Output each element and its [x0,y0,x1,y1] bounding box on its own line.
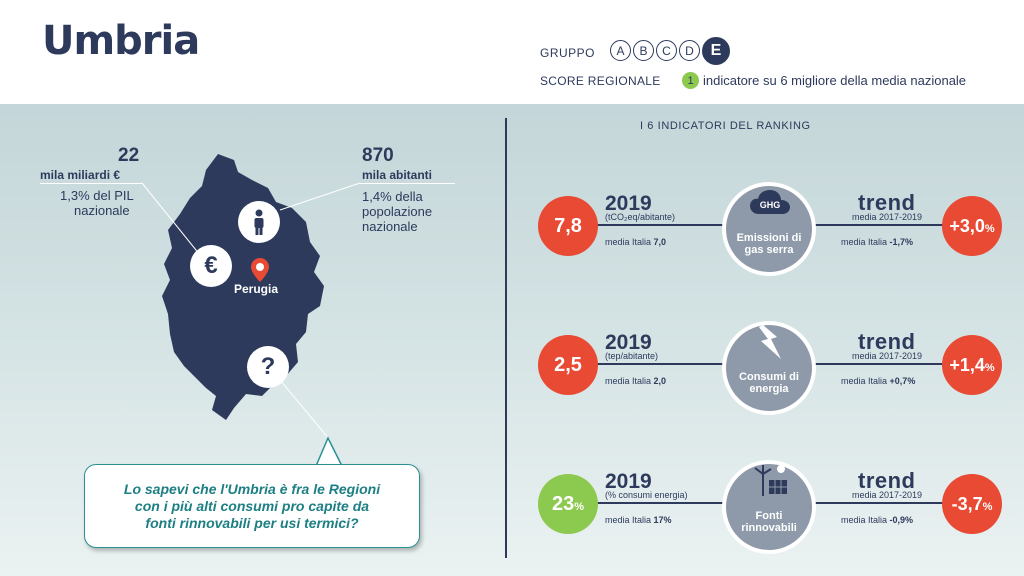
label-line-2: rinnovabili [741,522,797,534]
score-text: indicatore su 6 migliore della media naz… [703,73,967,88]
pil-desc-1: 1,3% del PIL [60,188,134,203]
media-italia: media Italia 2,0 [605,376,666,386]
gruppo-label: GRUPPO [540,46,596,60]
pop-unit: mila abitanti [362,168,433,182]
callout-line-2: con i più alti consumi pro capite da [134,497,370,514]
pop-desc-1: 1,4% della [362,189,423,204]
gruppo-badge-d: D [679,40,700,61]
trend-media-label: media Italia [841,515,888,525]
score-count-badge: 1 [682,72,699,89]
ranking-title: I 6 INDICATORI DEL RANKING [640,120,811,132]
indicator-label: Fonti rinnovabili [728,510,810,534]
value: 23 [551,492,575,515]
year: 2019 [605,192,652,215]
trend-media-label: media Italia [841,376,888,386]
media-label: media Italia [605,237,652,247]
renewables-icon [751,464,789,503]
media-label: media Italia [605,376,652,386]
trend-media: media Italia -1,7% [841,237,913,247]
question-icon: ? [247,346,289,388]
indicator-row-energy: 2,5 2019 (tep/abitante) media Italia 2,0… [0,321,1024,435]
trend-period: media 2017-2019 [852,351,923,361]
trend-circle: +3,0% [942,196,1002,256]
unit: (tCO₂eq/abitante) [605,212,676,222]
year: 2019 [605,470,652,493]
trend-period: media 2017-2019 [852,490,923,500]
trend-media-value: -1,7% [889,237,914,247]
value: 2,5 [554,353,582,376]
callout-line-3: fonti rinnovabili per usi termici? [145,514,359,531]
trend-media: media Italia +0,7% [841,376,915,386]
unit: (% consumi energia) [605,490,688,500]
media-italia: media Italia 17% [605,515,672,525]
pop-desc-2: popolazione [362,204,433,219]
trend-label: trend [858,468,916,493]
indicator-row-renewables: 23% 2019 (% consumi energia) media Itali… [0,460,1024,574]
unit: (tep/abitante) [605,351,659,361]
label-line-1: Consumi di [739,371,799,383]
trend-period: media 2017-2019 [852,212,923,222]
value: 7,8 [554,214,582,237]
page-title: Umbria [42,18,200,64]
value-circle: 23% [538,474,598,534]
value-circle: 2,5 [538,335,598,395]
euro-icon: € [190,245,232,287]
pop-underline [360,183,455,184]
gruppo-badge-a: A [610,40,631,61]
trend-suffix: % [984,362,995,374]
gruppo-badges: A B C D E [610,37,730,65]
score-label: SCORE REGIONALE [540,74,661,88]
media-label: media Italia [605,515,652,525]
pil-value: 22 [118,145,140,166]
connector-lines [0,0,512,576]
gruppo-badge-c: C [656,40,677,61]
indicator-label: Emissioni di gas serra [728,232,810,256]
section-divider [505,118,507,558]
callout-line-1: Lo sapevi che l'Umbria è fra le Regioni [123,480,381,497]
year: 2019 [605,331,652,354]
indicator-row-emissions: 7,8 2019 (tCO₂eq/abitante) media Italia … [0,182,1024,296]
pil-desc-2: nazionale [74,203,130,218]
trend-label: trend [858,190,916,215]
label-line-1: Fonti [755,510,783,522]
trend-media-value: -0,9% [889,515,914,525]
city-label: Perugia [234,282,279,296]
trend-circle: +1,4% [942,335,1002,395]
label-line-1: Emissioni di [736,232,802,244]
trend-label: trend [858,329,916,354]
value-suffix: % [574,501,585,513]
location-pin-icon [251,258,269,287]
gruppo-badge-e-selected: E [702,37,730,65]
trend-media-label: media Italia [841,237,888,247]
media-value: 2,0 [653,376,667,386]
value-circle: 7,8 [538,196,598,256]
trend-circle: -3,7% [942,474,1002,534]
callout-text: Lo sapevi che l'Umbria è fra le Regioni … [124,481,380,532]
pop-value: 870 [362,145,394,166]
fun-fact-callout: Lo sapevi che l'Umbria è fra le Regioni … [84,464,420,548]
gruppo-badge-b: B [633,40,654,61]
cloud-icon: GHG [749,188,791,223]
pil-unit: mila miliardi € [40,168,121,182]
media-value: 17% [653,515,672,525]
indicator-label: Consumi di energia [728,371,810,395]
pop-desc-3: nazionale [362,219,418,234]
trend-value: +3,0 [949,215,985,236]
indicator-circle [722,460,816,554]
lightning-icon [757,325,783,364]
media-italia: media Italia 7,0 [605,237,666,247]
trend-suffix: % [982,501,993,513]
header: Umbria GRUPPO A B C D E SCORE REGIONALE … [0,0,1024,104]
person-icon [238,201,280,243]
label-line-2: energia [749,383,789,395]
label-line-2: gas serra [744,244,794,256]
trend-media-value: +0,7% [889,376,916,386]
svg-text:GHG: GHG [760,200,781,210]
media-value: 7,0 [653,237,667,247]
trend-value: -3,7 [951,493,983,514]
trend-suffix: % [984,223,995,235]
trend-media: media Italia -0,9% [841,515,913,525]
pil-underline [40,183,142,184]
trend-value: +1,4 [949,354,985,375]
